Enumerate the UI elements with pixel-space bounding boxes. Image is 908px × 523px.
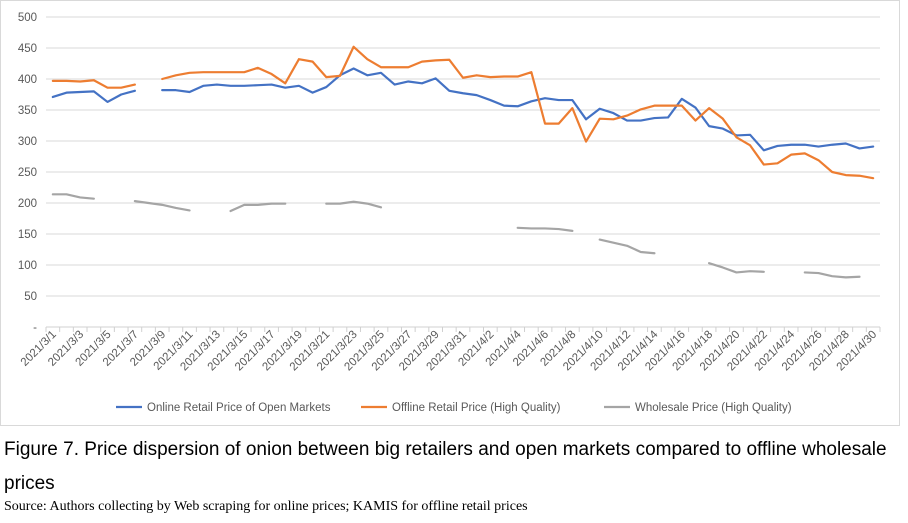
series-line	[51, 193, 861, 279]
legend-label: Wholesale Price (High Quality)	[635, 402, 792, 414]
y-tick-label: -	[33, 322, 37, 334]
y-tick-label: 250	[18, 167, 37, 179]
y-tick-label: 300	[18, 136, 37, 148]
series-line	[51, 67, 875, 152]
chart-frame	[0, 0, 900, 426]
legend-label: Online Retail Price of Open Markets	[147, 402, 331, 414]
y-tick-label: 400	[18, 74, 37, 86]
y-tick-label: 500	[18, 12, 37, 24]
y-tick-label: 350	[18, 105, 37, 117]
y-tick-label: 200	[18, 198, 37, 210]
series-line	[51, 45, 875, 180]
legend-label: Offline Retail Price (High Quality)	[392, 402, 561, 414]
y-tick-label: 450	[18, 43, 37, 55]
y-tick-label: 100	[18, 260, 37, 272]
y-tick-label: 150	[18, 229, 37, 241]
y-tick-label: 50	[24, 291, 37, 303]
figure-source: Source: Authors collecting by Web scrapi…	[4, 499, 528, 514]
line-chart: -501001502002503003504004505002021/3/120…	[18, 12, 881, 414]
figure-caption: Figure 7. Price dispersion of onion betw…	[4, 439, 887, 494]
